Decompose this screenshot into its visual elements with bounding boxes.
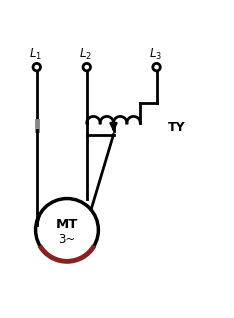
Text: TY: TY [168,121,186,134]
Text: MT: MT [56,218,78,231]
Text: $L_3$: $L_3$ [149,47,162,62]
Text: $L_2$: $L_2$ [79,47,92,62]
Text: $L_1$: $L_1$ [29,47,42,62]
Text: 3~: 3~ [58,233,76,246]
